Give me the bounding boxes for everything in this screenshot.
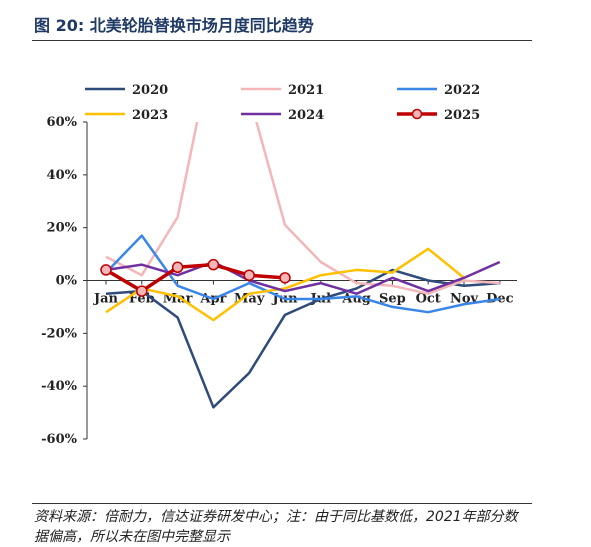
legend-label-2023: 2023	[132, 108, 168, 123]
series-line-2023	[105, 247, 465, 322]
y-tick-label: -40%	[41, 379, 77, 394]
legend-label-2020: 2020	[132, 83, 168, 98]
series-line-2020	[105, 268, 500, 409]
series-2025	[105, 262, 286, 293]
x-tick-label: Aug	[341, 292, 371, 307]
series-2021	[105, 122, 500, 295]
legend-label-2022: 2022	[444, 83, 480, 98]
series-2023	[105, 247, 465, 322]
legend-label-2025: 2025	[444, 108, 480, 123]
x-tick-label: Dec	[486, 292, 514, 307]
data-point-2025	[243, 269, 255, 281]
legend-marker-2025	[411, 108, 423, 120]
series-line-2025	[105, 262, 286, 293]
series-2022	[105, 234, 500, 314]
source-divider	[32, 503, 532, 504]
series-lines	[100, 122, 501, 409]
data-point-2025	[171, 261, 184, 274]
x-tick-label: May	[234, 292, 265, 307]
y-tick-label: 60%	[47, 115, 78, 130]
series-2024	[105, 260, 501, 295]
series-line-2021	[105, 122, 500, 295]
y-tick-label: 20%	[47, 221, 78, 236]
y-tick-label: 40%	[47, 168, 78, 183]
y-tick-label: -60%	[41, 432, 77, 447]
series-line-2024	[105, 260, 501, 295]
axes: 60%40%20%0%-20%-40%-60%Jan Feb Mar Apr May Ju…	[41, 115, 517, 447]
legend: 2020 2021 2022 2023 2024 2025	[85, 83, 480, 123]
x-tick-label: Jan	[93, 292, 119, 307]
source-note: 资料来源：倍耐力，信达证券研发中心；注：由于同比基数低，2021年部分数据偏高，…	[34, 509, 518, 545]
data-point-2025	[100, 264, 112, 276]
y-tick-label: 0%	[56, 274, 78, 289]
figure-title: 图 20: 北美轮胎替换市场月度同比趋势	[34, 16, 314, 35]
x-tick-label: Sep	[379, 292, 406, 307]
data-point-2025	[136, 285, 148, 297]
line-chart: 60%40%20%0%-20%-40%-60%Jan Feb Mar Apr May Ju…	[41, 83, 517, 447]
x-tick-label: Oct	[416, 292, 441, 307]
series-line-2022	[105, 234, 500, 314]
data-point-2025	[279, 272, 291, 284]
title-divider	[32, 40, 532, 41]
series-2020	[105, 268, 500, 409]
y-tick-label: -20%	[41, 326, 77, 341]
legend-label-2024: 2024	[288, 108, 324, 123]
data-point-2025	[207, 258, 220, 271]
legend-label-2021: 2021	[288, 83, 324, 98]
